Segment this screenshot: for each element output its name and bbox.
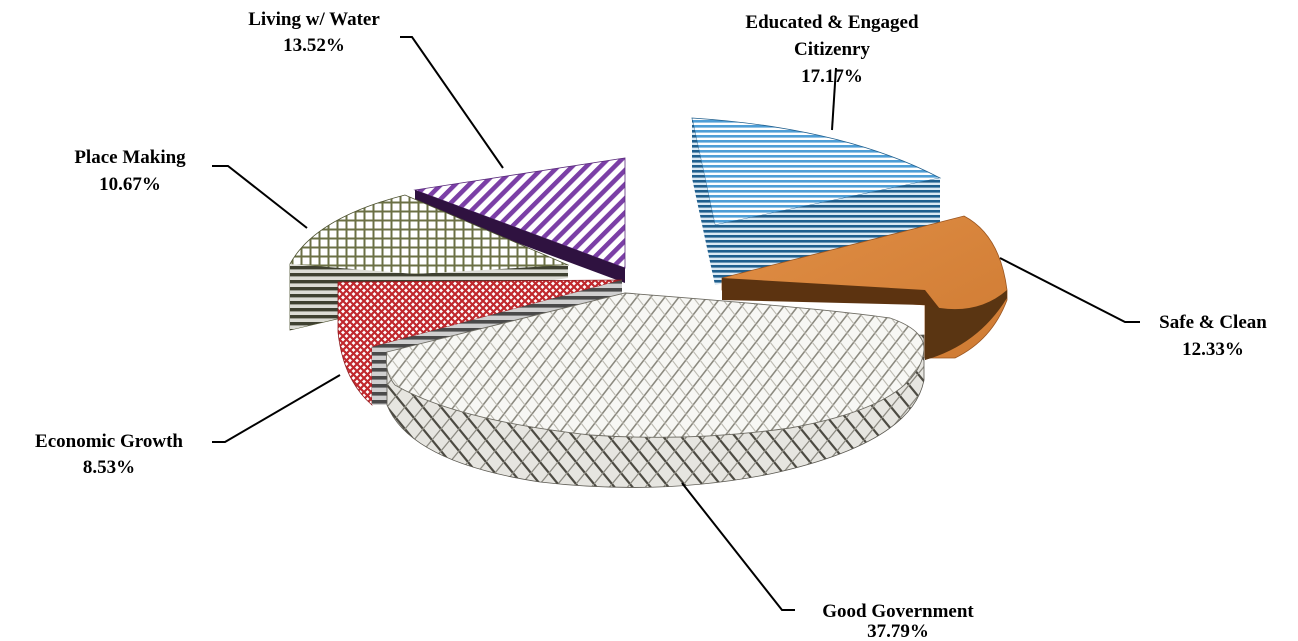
label-living-water: Living w/ Water (248, 9, 380, 30)
slice-safe-and-clean (721, 215, 1008, 360)
label-good-government: Good Government (822, 601, 974, 622)
label-educated-value: 17.17% (801, 66, 863, 87)
label-economic-growth-value: 8.53% (83, 457, 135, 478)
leader-line-educated (831, 67, 837, 131)
label-educated-line1: Educated & Engaged (745, 12, 919, 33)
leader-line-safe (999, 257, 1140, 323)
slice-good-government (385, 292, 925, 488)
leader-lines (212, 36, 1140, 611)
label-place-making: Place Making (74, 147, 186, 168)
label-safe-clean-value: 12.33% (1182, 339, 1244, 360)
leader-line-place-making (212, 165, 308, 229)
leader-line-economic-growth (212, 374, 341, 443)
leader-line-living-water (400, 36, 504, 169)
label-place-making-value: 10.67% (99, 174, 161, 195)
label-safe-clean: Safe & Clean (1159, 312, 1267, 333)
label-economic-growth: Economic Growth (35, 431, 183, 452)
leader-line-good-government (681, 482, 795, 611)
label-good-government-value: 37.79% (867, 621, 929, 641)
label-educated-line2: Citizenry (794, 39, 870, 60)
label-living-water-value: 13.52% (283, 35, 345, 56)
slice-labels: Educated & Engaged Citizenry 17.17% Safe… (35, 9, 1267, 641)
slice-educated-engaged-citizenry (691, 117, 942, 285)
slice-living-with-water (413, 157, 626, 283)
